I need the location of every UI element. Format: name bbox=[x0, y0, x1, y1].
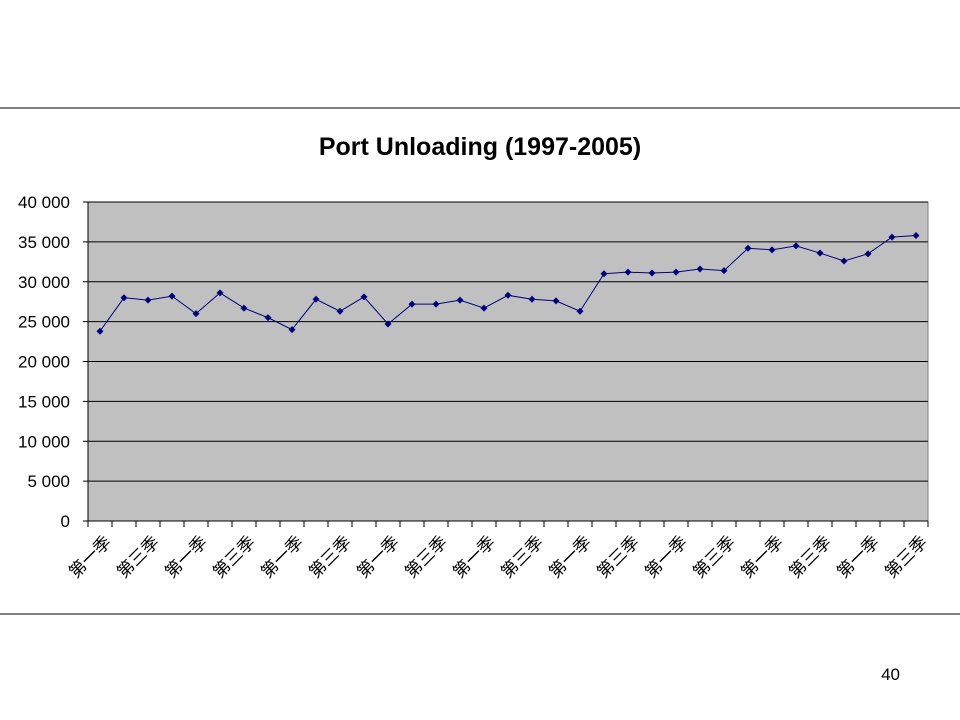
x-tick-label: 第一季 bbox=[545, 532, 594, 581]
marker bbox=[336, 307, 344, 315]
page-number: 40 bbox=[881, 665, 900, 684]
marker bbox=[528, 295, 536, 303]
marker bbox=[840, 257, 848, 265]
marker bbox=[696, 265, 704, 273]
y-tick-label: 35 000 bbox=[18, 233, 70, 252]
y-tick-label: 40 000 bbox=[18, 193, 70, 212]
marker bbox=[288, 326, 296, 334]
x-tick-label: 第一季 bbox=[65, 532, 114, 581]
marker bbox=[240, 304, 248, 312]
marker bbox=[456, 296, 464, 304]
marker bbox=[624, 268, 632, 276]
marker bbox=[480, 304, 488, 312]
x-tick-label: 第三季 bbox=[305, 532, 354, 581]
marker bbox=[264, 314, 272, 322]
marker bbox=[648, 269, 656, 277]
marker bbox=[672, 268, 680, 276]
x-tick-label: 第三季 bbox=[881, 532, 930, 581]
marker bbox=[720, 267, 728, 275]
x-tick-label: 第一季 bbox=[161, 532, 210, 581]
marker bbox=[600, 270, 608, 278]
x-tick-label: 第一季 bbox=[353, 532, 402, 581]
marker bbox=[912, 231, 920, 239]
marker bbox=[768, 246, 776, 254]
y-tick-label: 5 000 bbox=[27, 472, 70, 491]
chart-title: Port Unloading (1997-2005) bbox=[319, 133, 641, 161]
marker bbox=[816, 249, 824, 257]
x-tick-label: 第一季 bbox=[449, 532, 498, 581]
x-tick-label: 第一季 bbox=[833, 532, 882, 581]
marker bbox=[744, 244, 752, 252]
x-tick-label: 第三季 bbox=[113, 532, 162, 581]
marker bbox=[120, 294, 128, 302]
marker bbox=[792, 242, 800, 250]
x-tick-label: 第三季 bbox=[785, 532, 834, 581]
y-tick-label: 25 000 bbox=[18, 313, 70, 332]
y-tick-label: 10 000 bbox=[18, 432, 70, 451]
x-tick-label: 第三季 bbox=[593, 532, 642, 581]
y-tick-label: 0 bbox=[61, 512, 70, 531]
x-tick-label: 第三季 bbox=[401, 532, 450, 581]
y-tick-label: 15 000 bbox=[18, 392, 70, 411]
y-tick-label: 20 000 bbox=[18, 353, 70, 372]
marker bbox=[216, 289, 224, 297]
marker bbox=[432, 300, 440, 308]
marker bbox=[888, 233, 896, 241]
marker bbox=[312, 295, 320, 303]
marker bbox=[384, 320, 392, 328]
marker bbox=[96, 327, 104, 335]
x-tick-label: 第三季 bbox=[209, 532, 258, 581]
marker bbox=[552, 297, 560, 305]
marker bbox=[408, 300, 416, 308]
x-tick-label: 第一季 bbox=[257, 532, 306, 581]
marker bbox=[576, 307, 584, 315]
x-tick-label: 第一季 bbox=[641, 532, 690, 581]
x-tick-label: 第三季 bbox=[689, 532, 738, 581]
marker bbox=[360, 293, 368, 301]
marker bbox=[864, 250, 872, 258]
marker bbox=[192, 310, 200, 318]
x-tick-label: 第一季 bbox=[737, 532, 786, 581]
marker bbox=[144, 296, 152, 304]
marker bbox=[168, 292, 176, 300]
x-tick-label: 第三季 bbox=[497, 532, 546, 581]
marker bbox=[504, 291, 512, 299]
y-tick-label: 30 000 bbox=[18, 273, 70, 292]
